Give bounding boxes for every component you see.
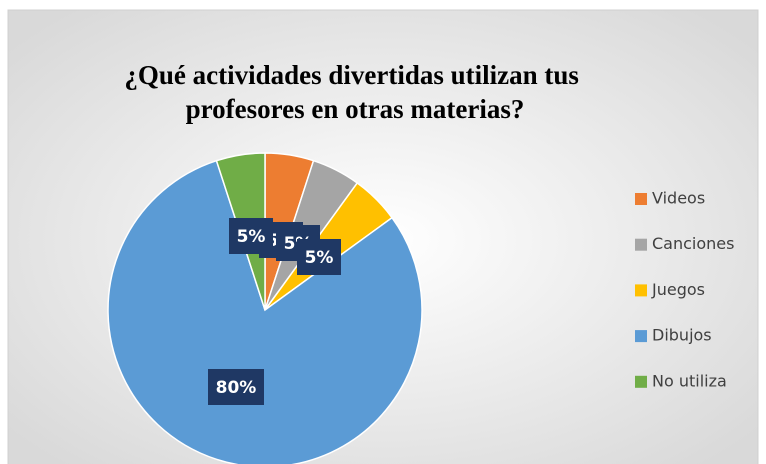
- label-box: [208, 369, 264, 405]
- legend-swatch: [635, 193, 647, 205]
- legend-label: Canciones: [652, 234, 734, 253]
- label-box: [297, 239, 341, 275]
- label-text: 5%: [237, 227, 266, 247]
- legend-label: Dibujos: [652, 326, 712, 345]
- legend-label: No utiliza: [652, 371, 727, 390]
- chart-title: ¿Qué actividades divertidas utilizan tus…: [124, 60, 585, 124]
- data-label: 5%: [297, 239, 341, 275]
- data-label: 80%: [208, 369, 264, 405]
- pie-slice: [107, 159, 423, 464]
- data-labels: 5%5%5%5%80%: [208, 218, 341, 405]
- title-line: ¿Qué actividades divertidas utilizan tus: [124, 60, 579, 90]
- pie: [107, 152, 423, 464]
- data-label: 5%: [229, 218, 273, 254]
- legend-swatch: [635, 330, 647, 343]
- legend-label: Juegos: [651, 280, 705, 299]
- title-line: profesores en otras materias?: [186, 94, 525, 124]
- label-box: [229, 218, 273, 254]
- legend: Videos Canciones Juegos Dibujos No utiliza: [635, 189, 734, 390]
- legend-swatch: [635, 284, 647, 297]
- legend-label: Videos: [652, 189, 705, 208]
- label-text: 80%: [216, 378, 257, 398]
- legend-swatch: [635, 238, 647, 251]
- legend-swatch: [635, 375, 647, 388]
- label-text: 5%: [305, 248, 334, 268]
